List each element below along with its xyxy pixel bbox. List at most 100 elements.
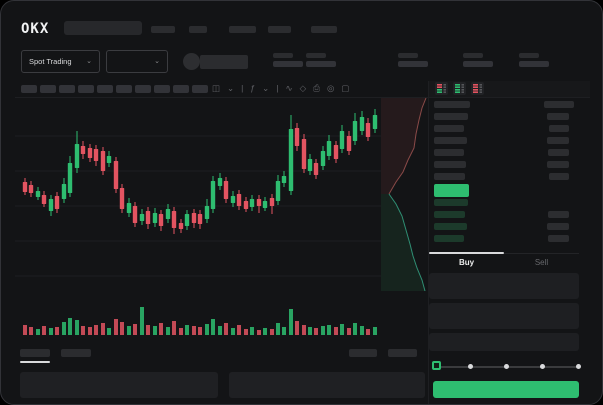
chart-toolbar-icons: ◫ ⌄ | ƒ ⌄ | ∿ ◇ ⎙ ◎ ▢ [212,82,349,95]
volume-bar [159,323,163,335]
bid-price-cell[interactable] [434,223,467,230]
nav-item[interactable] [311,26,337,33]
candle-type-icon[interactable]: ◫ [212,83,221,93]
timeframe-button[interactable] [40,85,56,93]
bid-price-cell[interactable] [434,235,464,242]
fullscreen-icon[interactable]: ▢ [341,83,350,93]
ask-amount-cell[interactable] [547,161,569,168]
volume-bar [55,327,59,335]
slider-dot[interactable] [576,364,581,369]
bottom-action-1[interactable] [349,349,377,357]
slider-handle[interactable] [432,361,441,370]
candle-body [281,176,287,183]
ask-amount-cell[interactable] [549,173,569,180]
volume-bar [146,325,150,335]
tab-sell[interactable]: Sell [534,258,549,267]
nav-item[interactable] [268,26,291,33]
ask-price-cell[interactable] [434,113,468,120]
candle-body [301,139,307,169]
bottom-tab-orders[interactable] [20,349,50,357]
candle-body [139,214,145,221]
timeframe-button[interactable] [116,85,132,93]
bid-price-cell[interactable] [434,199,468,206]
price-field[interactable] [429,273,579,299]
buy-submit-button[interactable] [433,381,579,398]
market-type-selector[interactable]: Spot Trading ⌄ [21,50,100,73]
candle-body [230,196,236,203]
total-field[interactable] [429,333,579,351]
amount-field[interactable] [429,303,579,329]
tab-buy[interactable]: Buy [458,258,475,267]
bottom-tab-indicator [20,361,50,363]
candle-body [191,213,197,223]
panel-divider [428,81,429,404]
bids-book-toggle[interactable] [453,82,466,95]
last-price-bar[interactable] [434,184,469,197]
pair-selector[interactable]: ⌄ [106,50,168,73]
ask-price-cell[interactable] [434,149,464,156]
search-input[interactable] [64,21,142,35]
timeframe-button[interactable] [59,85,75,93]
candle-body [223,181,229,199]
candle-body [256,199,262,206]
ask-amount-cell[interactable] [549,125,569,132]
candle-body [145,211,151,224]
ask-price-cell[interactable] [434,161,466,168]
timeframe-button[interactable] [97,85,113,93]
ask-price-cell[interactable] [434,125,464,132]
ask-amount-cell[interactable] [547,113,569,120]
volume-bar [42,326,46,335]
timeframe-button[interactable] [173,85,189,93]
ask-amount-cell[interactable] [547,137,569,144]
volume-bar [218,326,222,335]
nav-item[interactable] [189,26,207,33]
asks-book-toggle[interactable] [471,82,484,95]
ask-price-cell[interactable] [434,137,467,144]
settings-icon[interactable]: ◎ [326,83,335,93]
candlestick-chart[interactable] [15,96,381,341]
bid-amount-cell[interactable] [547,223,569,230]
volume-bar [88,327,92,335]
snapshot-icon[interactable]: ⎙ [313,83,320,93]
indicators-icon[interactable]: ƒ [250,83,256,93]
volume-bar [94,325,98,335]
candle-body [132,206,138,223]
volume-bar [185,325,189,335]
volume-bar [321,326,325,335]
bottom-action-2[interactable] [388,349,417,357]
candle-body [41,195,47,204]
volume-bar [120,322,124,335]
bid-price-cell[interactable] [434,211,465,218]
slider-dot[interactable] [540,364,545,369]
timeframe-button[interactable] [135,85,151,93]
candle-body [269,198,275,206]
nav-item[interactable] [229,26,256,33]
candle-body [87,148,93,158]
timeframe-button[interactable] [21,85,37,93]
nav-item[interactable] [151,26,175,33]
timeframe-button[interactable] [192,85,208,93]
depth-asks-area [381,98,426,194]
chevron-down-icon[interactable]: ⌄ [262,83,270,93]
timeframe-button[interactable] [78,85,94,93]
shapes-tool-icon[interactable]: ◇ [299,83,307,93]
bid-amount-cell[interactable] [548,211,569,218]
bid-amount-cell[interactable] [548,235,569,242]
volume-bar [153,326,157,335]
slider-dot[interactable] [468,364,473,369]
timeframe-button[interactable] [154,85,170,93]
ticker-price-placeholder [200,55,248,69]
bottom-tab-history[interactable] [61,349,91,357]
volume-bar [289,309,293,335]
volume-bar [198,327,202,335]
slider-dot[interactable] [504,364,509,369]
volume-bar [276,323,280,335]
okx-logo[interactable]: OKX [21,21,50,37]
line-tool-icon[interactable]: ∿ [285,83,293,93]
ask-amount-cell[interactable] [548,149,569,156]
candle-body [113,161,119,189]
chevron-down-icon[interactable]: ⌄ [227,83,235,93]
combined-book-toggle[interactable] [435,82,448,95]
stat-label-placeholder [306,53,326,58]
ask-price-cell[interactable] [434,173,465,180]
